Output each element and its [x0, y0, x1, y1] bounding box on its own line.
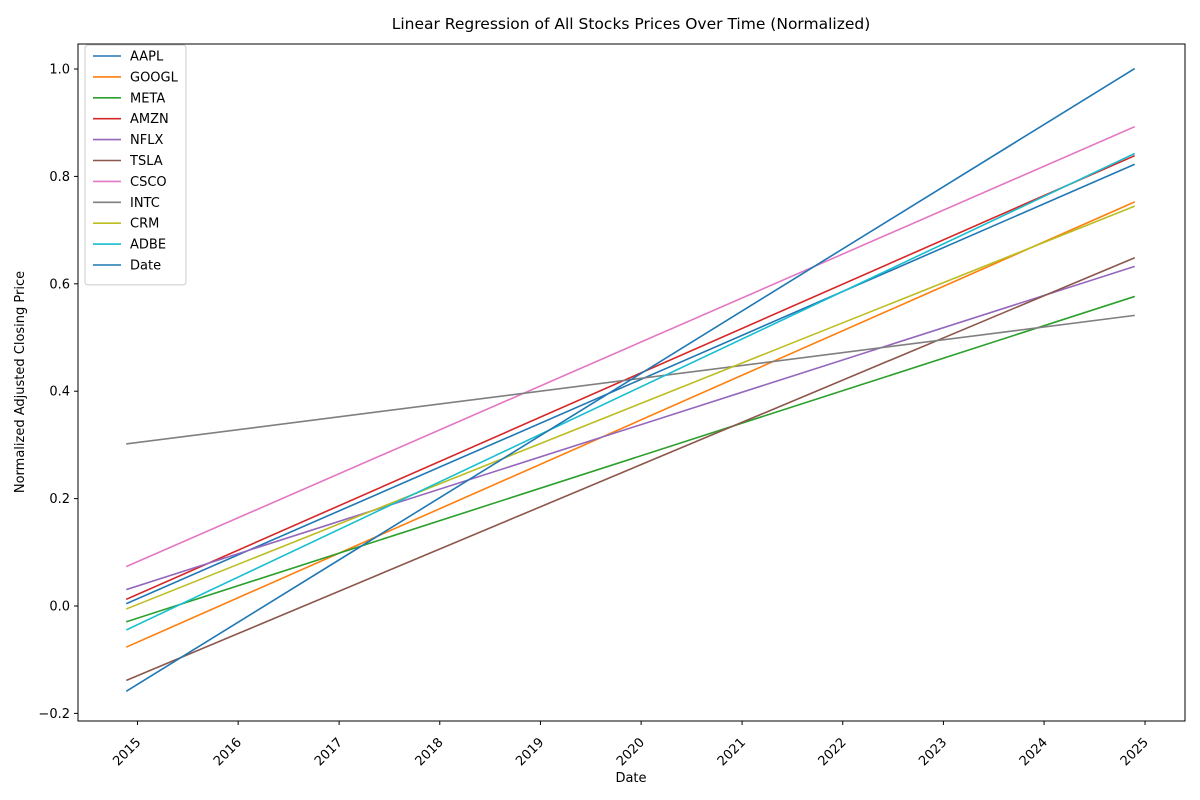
legend-label-meta: META: [130, 91, 165, 106]
legend: AAPL GOOGL META AMZN NFLX TSLA CSCO INTC CRM ADBE…: [84, 44, 187, 286]
legend-label-nflx: NFLX: [130, 133, 163, 148]
x-tick-label: 2025: [1118, 735, 1152, 769]
series-layer: [125, 67, 1136, 692]
y-tick-label: 0.6: [49, 277, 70, 292]
y-tick-label: 0.8: [49, 170, 70, 185]
series-line-adbe: [125, 152, 1136, 631]
series-line-amzn: [125, 154, 1136, 601]
legend-label-intc: INTC: [130, 196, 160, 211]
y-tick-label: 1.0: [49, 63, 70, 78]
x-axis: 2015 2016 2017 2018 2019 2020 2021 2022 2023 2024…: [110, 721, 1152, 769]
legend-label-tsla: TSLA: [129, 154, 163, 169]
series-line-aapl: [125, 163, 1136, 605]
legend-label-aapl: AAPL: [130, 50, 164, 65]
y-tick-label: 0.0: [49, 600, 70, 615]
x-tick-label: 2019: [513, 735, 547, 769]
x-tick-label: 2022: [816, 735, 850, 769]
y-tick-label: 0.4: [49, 385, 70, 400]
plot-frame: [77, 43, 1186, 722]
x-tick-label: 2021: [715, 735, 749, 769]
y-tick-label: −0.2: [38, 707, 70, 722]
x-tick-label: 2024: [1017, 735, 1051, 769]
y-tick-label: 0.2: [49, 492, 70, 507]
legend-label-adbe: ADBE: [130, 238, 166, 253]
x-tick-label: 2015: [110, 735, 144, 769]
series-line-googl: [125, 201, 1136, 648]
plot-area: [77, 43, 1186, 722]
x-tick-label: 2017: [312, 735, 346, 769]
legend-label-googl: GOOGL: [130, 70, 179, 85]
y-axis-label: Normalized Adjusted Closing Price: [13, 271, 28, 493]
series-line-date: [125, 67, 1136, 692]
series-line-nflx: [125, 265, 1136, 591]
series-line-meta: [125, 295, 1136, 623]
legend-label-crm: CRM: [130, 217, 159, 232]
legend-frame: [84, 44, 187, 286]
legend-label-amzn: AMZN: [130, 112, 169, 127]
chart-title: Linear Regression of All Stocks Prices O…: [392, 15, 871, 33]
x-tick-label: 2020: [614, 735, 648, 769]
x-tick-label: 2023: [916, 735, 950, 769]
legend-label-csco: CSCO: [130, 175, 167, 190]
legend-label-date: Date: [130, 259, 161, 274]
series-line-csco: [125, 125, 1136, 568]
x-tick-label: 2016: [211, 735, 245, 769]
series-line-tsla: [125, 256, 1136, 682]
x-tick-label: 2018: [413, 735, 447, 769]
x-axis-label: Date: [615, 771, 646, 786]
series-line-crm: [125, 205, 1136, 610]
y-axis: −0.2 0.0 0.2 0.4 0.6 0.8 1.0: [38, 63, 78, 722]
